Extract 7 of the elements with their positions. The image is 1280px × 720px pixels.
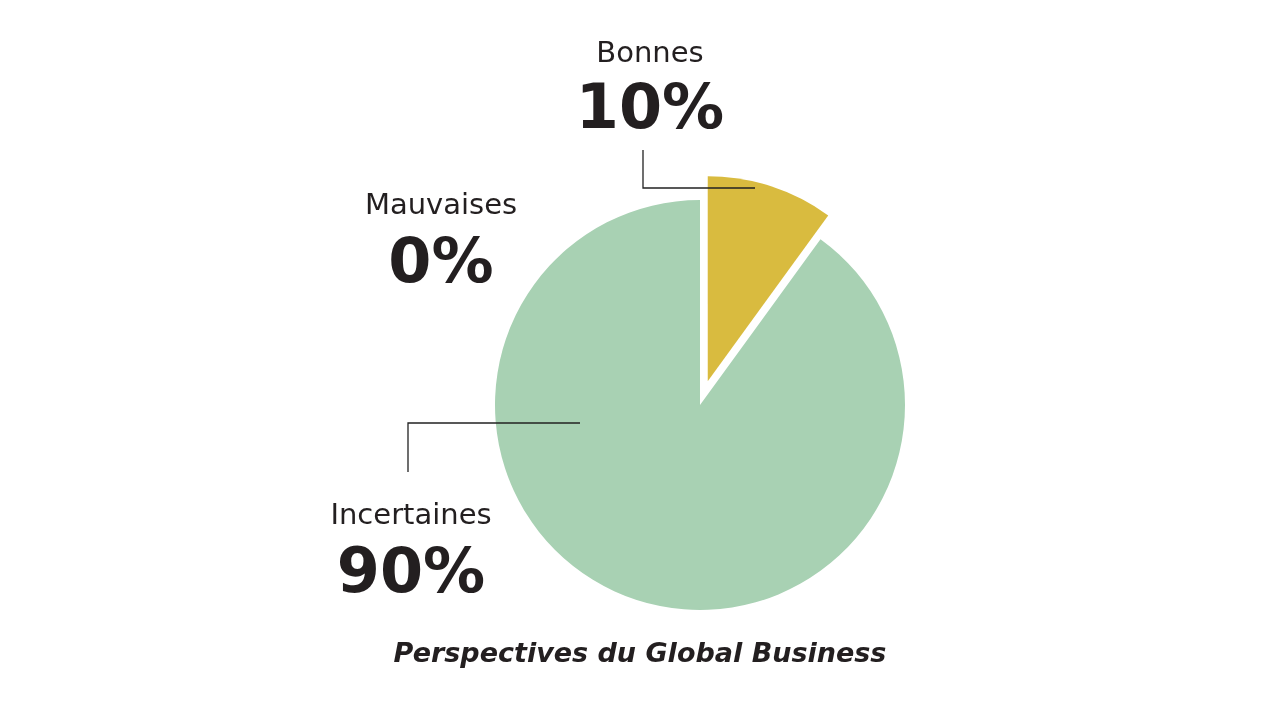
slice-label: Incertaines xyxy=(330,497,492,531)
data-label: 90% xyxy=(336,534,486,607)
data-label: 10% xyxy=(575,70,725,143)
slice-label: Bonnes xyxy=(596,35,704,69)
text: 0% xyxy=(388,224,494,297)
category-label: Mauvaises xyxy=(364,187,518,221)
text: Perspectives du Global Business xyxy=(393,637,887,668)
